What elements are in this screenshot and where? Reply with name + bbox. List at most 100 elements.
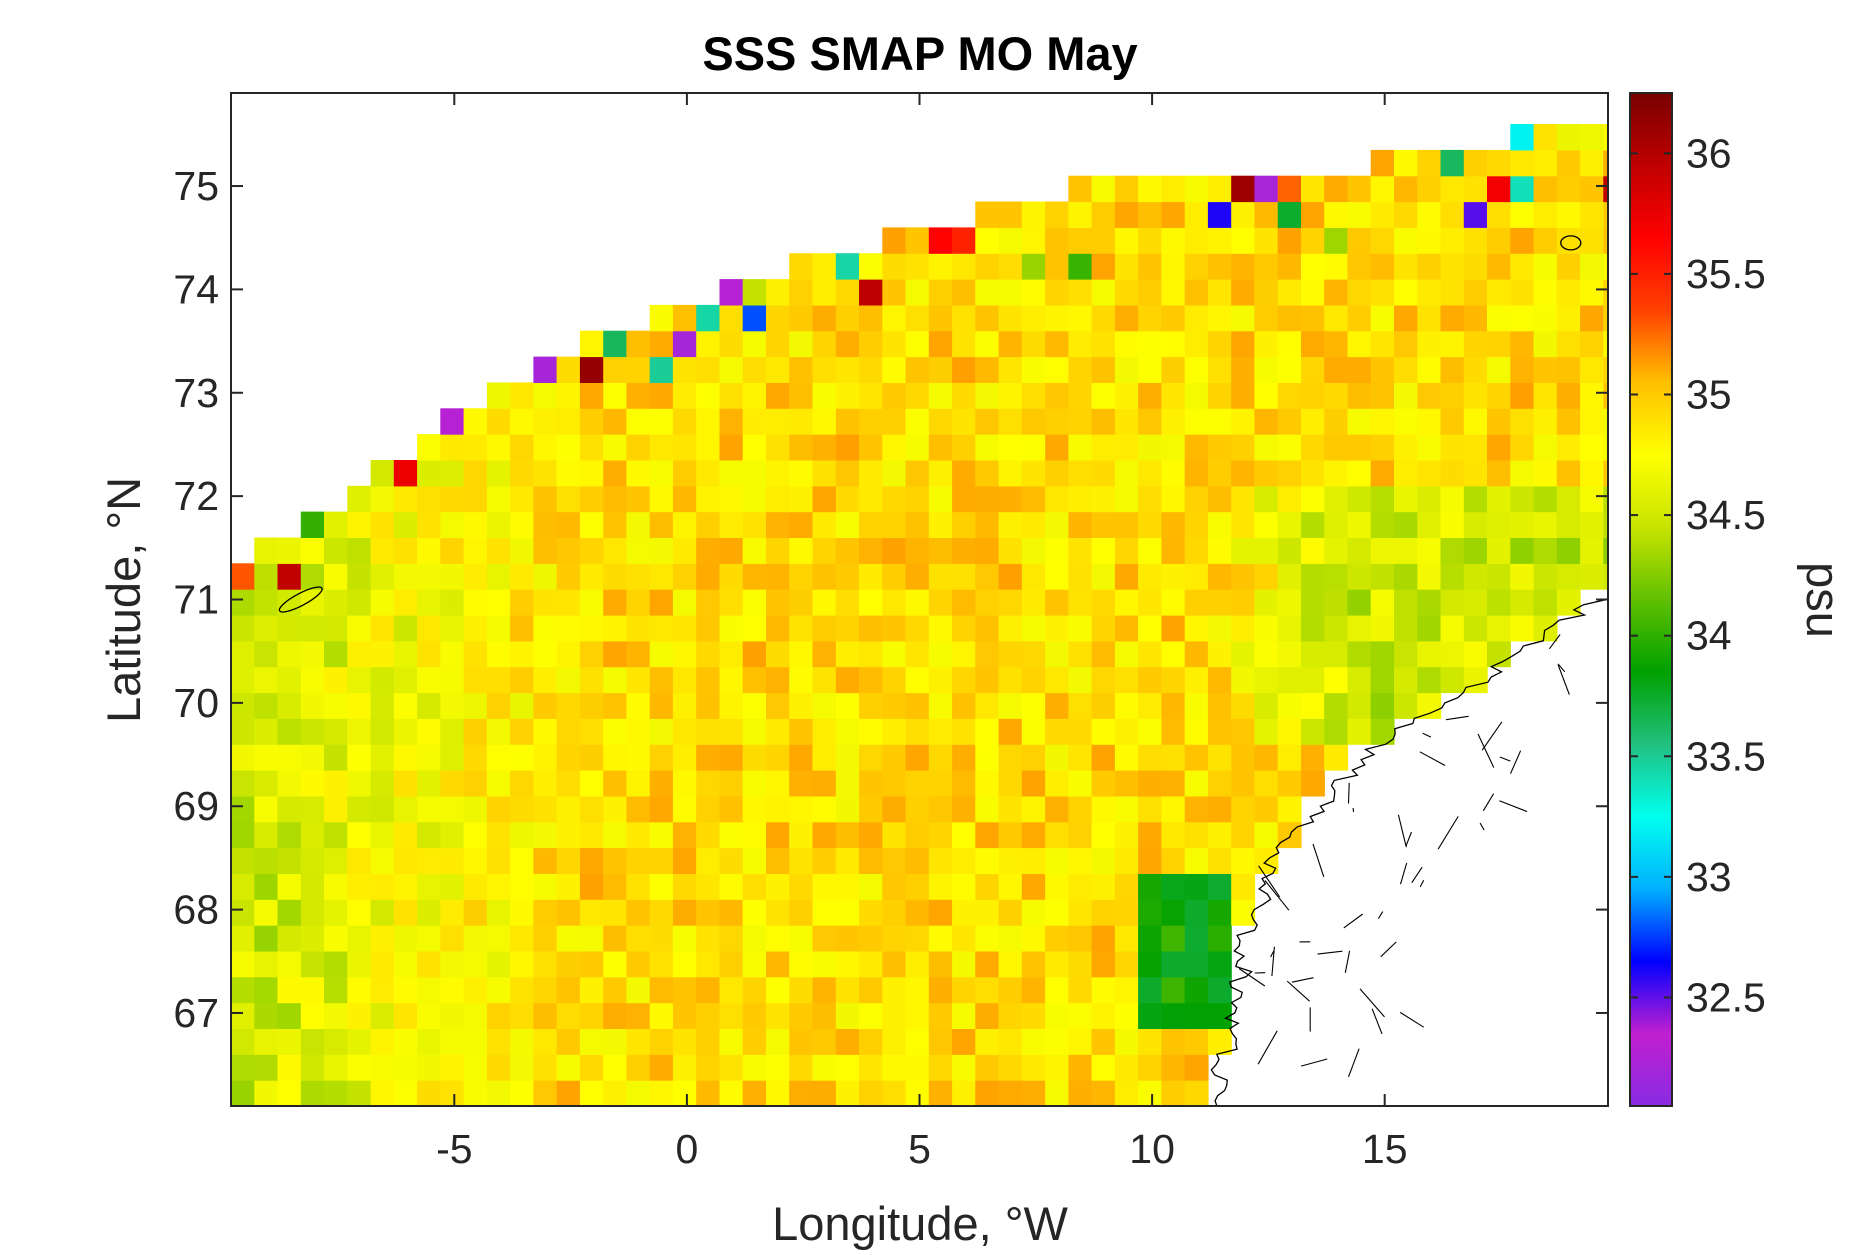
salinity-cell	[1348, 460, 1372, 486]
salinity-cell	[673, 434, 697, 460]
salinity-cell	[836, 744, 860, 770]
salinity-cell	[417, 538, 441, 564]
salinity-cell	[1068, 1003, 1092, 1029]
salinity-cell	[1580, 150, 1604, 176]
salinity-cell	[696, 899, 720, 925]
salinity-cell	[1115, 641, 1139, 667]
salinity-cell	[1115, 693, 1139, 719]
salinity-cell	[650, 641, 674, 667]
salinity-cell	[603, 848, 627, 874]
salinity-cell	[720, 641, 744, 667]
salinity-cell	[533, 486, 557, 512]
salinity-cell	[231, 873, 255, 899]
salinity-cell	[999, 873, 1023, 899]
salinity-cell	[882, 615, 906, 641]
salinity-cell	[254, 589, 278, 615]
salinity-cell	[417, 460, 441, 486]
salinity-cell	[278, 848, 302, 874]
salinity-cell	[371, 977, 395, 1003]
salinity-cell	[557, 822, 581, 848]
salinity-cell	[766, 408, 790, 434]
salinity-cell	[906, 434, 930, 460]
salinity-cell	[859, 1080, 883, 1106]
salinity-cell	[929, 253, 953, 279]
x-tick-label: 5	[908, 1126, 931, 1172]
salinity-cell	[789, 977, 813, 1003]
salinity-cell	[580, 408, 604, 434]
salinity-cell	[1138, 589, 1162, 615]
salinity-cell	[487, 1029, 511, 1055]
salinity-cell	[1115, 873, 1139, 899]
salinity-cell	[789, 641, 813, 667]
salinity-cell	[1231, 848, 1255, 874]
salinity-cell	[836, 770, 860, 796]
salinity-cell	[673, 641, 697, 667]
salinity-cell	[487, 408, 511, 434]
salinity-cell	[371, 512, 395, 538]
salinity-cell	[1417, 357, 1441, 383]
salinity-cell	[836, 822, 860, 848]
salinity-cell	[1441, 408, 1465, 434]
salinity-cell	[1348, 331, 1372, 357]
salinity-cell	[1138, 305, 1162, 331]
salinity-cell	[1580, 434, 1604, 460]
salinity-cell	[836, 1054, 860, 1080]
salinity-cell	[557, 718, 581, 744]
salinity-cell	[1371, 486, 1395, 512]
salinity-cell	[836, 279, 860, 305]
salinity-cell	[1394, 331, 1418, 357]
salinity-cell	[1441, 176, 1465, 202]
salinity-cell	[1348, 227, 1372, 253]
salinity-cell	[580, 770, 604, 796]
salinity-cell	[1161, 1029, 1185, 1055]
salinity-cell	[1254, 744, 1278, 770]
salinity-cell	[1068, 1054, 1092, 1080]
salinity-cell	[789, 460, 813, 486]
salinity-cell	[1115, 744, 1139, 770]
salinity-cell	[394, 460, 418, 486]
salinity-cell	[464, 873, 488, 899]
salinity-cell	[1022, 770, 1046, 796]
salinity-cell	[1324, 512, 1348, 538]
salinity-cell	[1208, 615, 1232, 641]
salinity-cell	[1324, 744, 1348, 770]
salinity-cell	[626, 693, 650, 719]
salinity-cell	[975, 693, 999, 719]
salinity-cell	[720, 925, 744, 951]
salinity-cell	[278, 744, 302, 770]
salinity-cell	[836, 848, 860, 874]
salinity-cell	[650, 563, 674, 589]
salinity-cell	[347, 538, 371, 564]
salinity-cell	[859, 951, 883, 977]
salinity-cell	[1487, 382, 1511, 408]
salinity-cell	[1348, 538, 1372, 564]
salinity-cell	[836, 667, 860, 693]
salinity-cell	[999, 796, 1023, 822]
salinity-cell	[603, 693, 627, 719]
salinity-cell	[1045, 434, 1069, 460]
salinity-cell	[417, 434, 441, 460]
salinity-cell	[720, 951, 744, 977]
salinity-cell	[859, 873, 883, 899]
salinity-cell	[557, 357, 581, 383]
salinity-cell	[440, 977, 464, 1003]
salinity-cell	[1487, 615, 1511, 641]
salinity-cell	[789, 744, 813, 770]
salinity-cell	[1301, 486, 1325, 512]
salinity-cell	[1068, 744, 1092, 770]
colorbar-label: psu	[1797, 562, 1850, 638]
salinity-cell	[1208, 718, 1232, 744]
salinity-cell	[278, 770, 302, 796]
salinity-cell	[650, 951, 674, 977]
salinity-cell	[673, 589, 697, 615]
salinity-cell	[1441, 434, 1465, 460]
salinity-cell	[766, 1054, 790, 1080]
salinity-cell	[813, 538, 837, 564]
salinity-cell	[999, 1054, 1023, 1080]
salinity-cell	[464, 563, 488, 589]
salinity-cell	[766, 1003, 790, 1029]
salinity-cell	[603, 589, 627, 615]
salinity-cell	[1068, 899, 1092, 925]
salinity-cell	[952, 951, 976, 977]
salinity-cell	[766, 1029, 790, 1055]
